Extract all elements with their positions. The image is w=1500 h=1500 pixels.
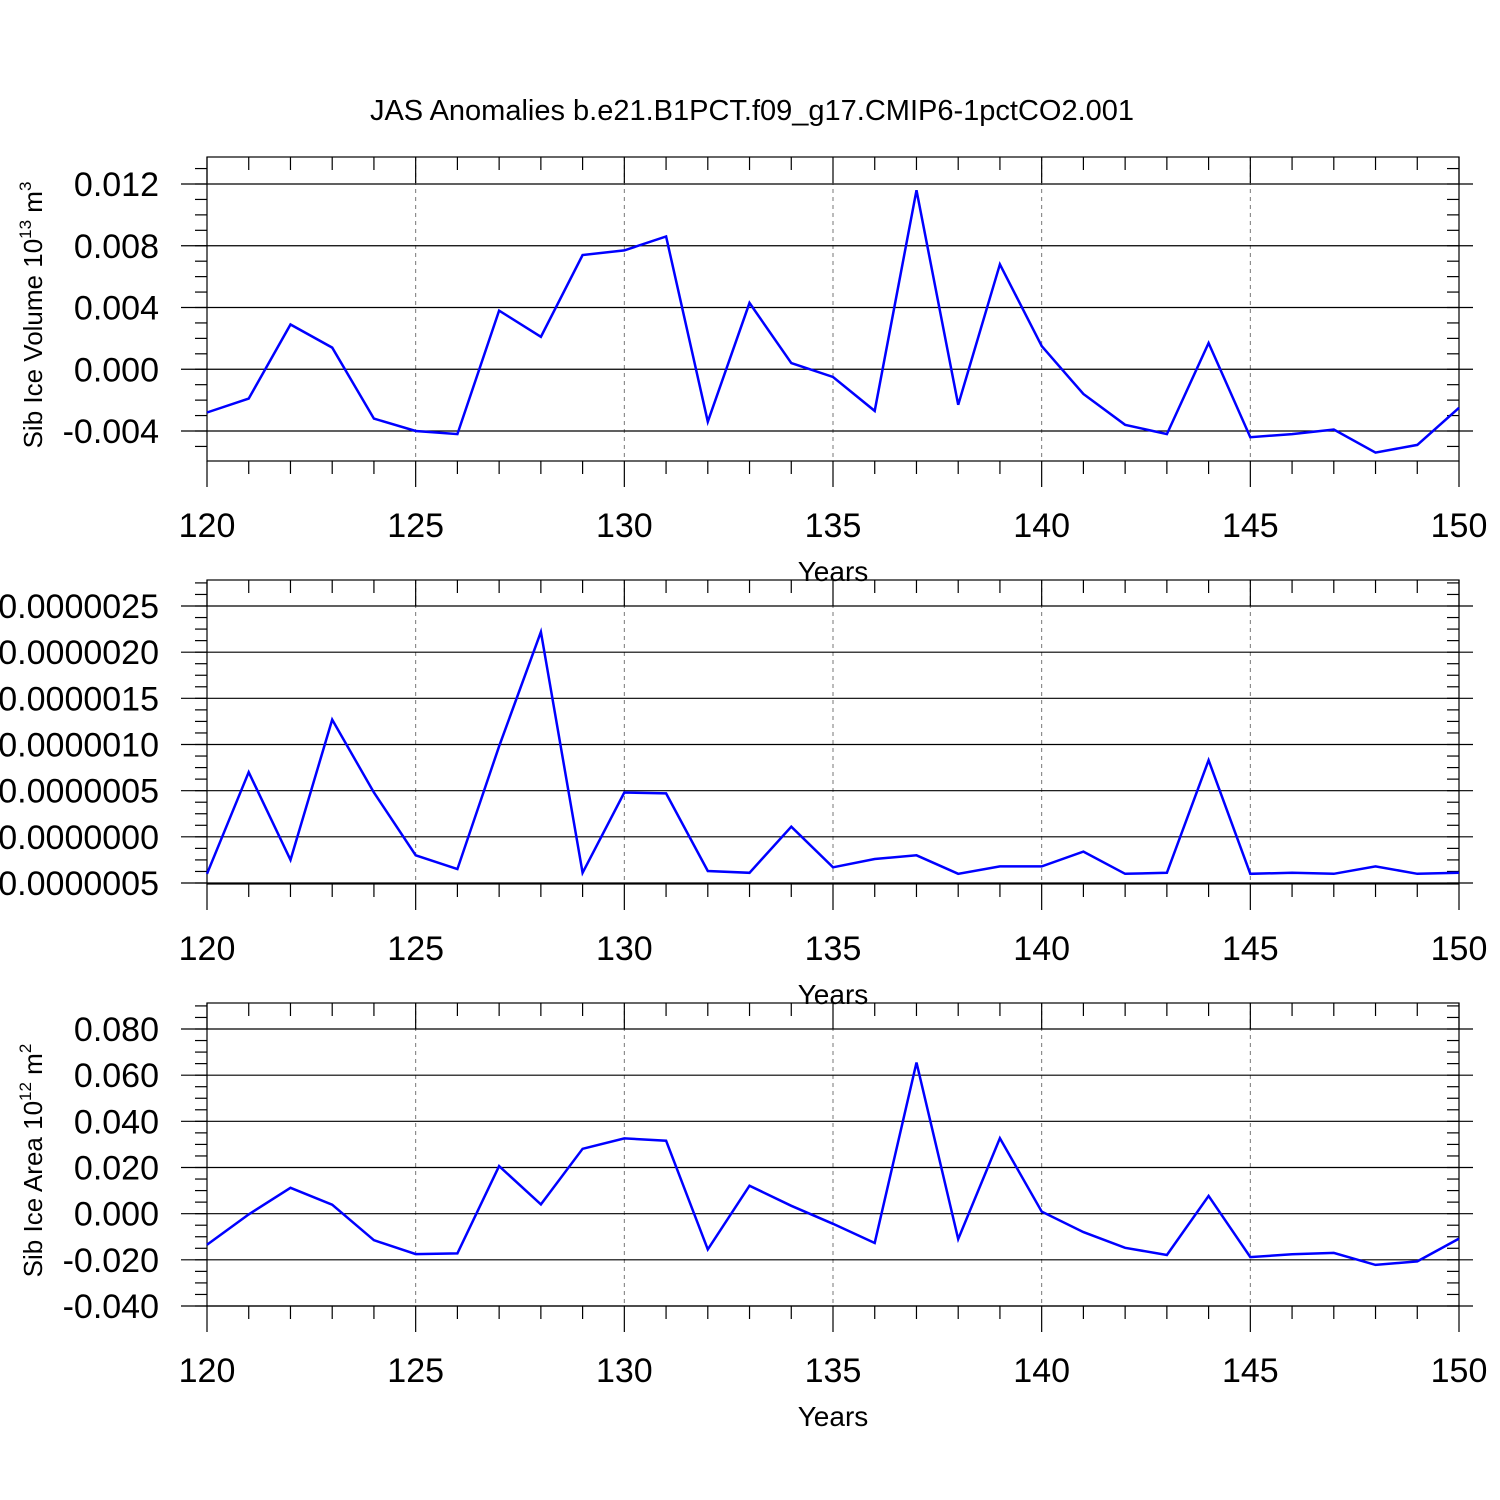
x-tick-label: 140 xyxy=(1013,1352,1070,1390)
y-tick-label: -0.040 xyxy=(63,1288,159,1326)
y-tick-label: 0.0000005 xyxy=(0,773,159,811)
y-tick-label: -0.004 xyxy=(63,413,159,451)
x-tick-label: 125 xyxy=(387,1352,444,1390)
y-tick-label: 0.0000010 xyxy=(0,727,159,765)
x-tick-label: 130 xyxy=(596,1352,653,1390)
x-tick-label: 150 xyxy=(1431,1352,1488,1390)
x-tick-label: 125 xyxy=(387,930,444,968)
x-tick-label: 140 xyxy=(1013,930,1070,968)
x-tick-label: 145 xyxy=(1222,930,1279,968)
x-tick-label: 150 xyxy=(1431,507,1488,545)
x-tick-label: 145 xyxy=(1222,507,1279,545)
y-tick-label: -0.0000005 xyxy=(0,865,159,903)
x-tick-label: 145 xyxy=(1222,1352,1279,1390)
y-tick-label: 0.0000000 xyxy=(0,819,159,857)
panel-3: -0.040 -0.020 0.000 0.020 0.040 0.060 0.080 120… xyxy=(16,1002,1488,1432)
y-tick-label: 0.008 xyxy=(74,228,159,266)
series-line-1 xyxy=(206,189,1460,454)
x-tick-label: 135 xyxy=(805,930,862,968)
y-axis-label: Sib Ice Area 1012 m2 xyxy=(16,1044,48,1278)
y-tick-label: -0.020 xyxy=(63,1242,159,1280)
y-tick-label: 0.060 xyxy=(74,1057,159,1095)
y-tick-label: 0.004 xyxy=(74,290,159,328)
x-tick-label: 130 xyxy=(596,507,653,545)
chart-title: JAS Anomalies b.e21.B1PCT.f09_g17.CMIP6-… xyxy=(370,95,1134,127)
y-tick-label: 0.000 xyxy=(74,1196,159,1234)
x-tick-label: 120 xyxy=(179,507,236,545)
y-tick-label: 0.020 xyxy=(74,1150,159,1188)
series-line-1 xyxy=(206,1062,1460,1267)
x-tick-label: 120 xyxy=(179,930,236,968)
x-axis-label: Years xyxy=(798,1401,869,1432)
series-line-1 xyxy=(205,627,1460,877)
y-tick-label: 0.012 xyxy=(74,166,159,204)
x-tick-label: 135 xyxy=(805,507,862,545)
x-tick-label: 150 xyxy=(1431,930,1488,968)
y-tick-label: 0.0000025 xyxy=(0,588,159,626)
x-tick-label: 140 xyxy=(1013,507,1070,545)
y-tick-label: 0.0000015 xyxy=(0,680,159,718)
x-tick-label: 135 xyxy=(805,1352,862,1390)
panels: -0.004 0.000 0.004 0.008 0.012 120 125 130 135 14… xyxy=(0,156,1488,1432)
y-axis-label: Sib Ice Volume 1013 m3 xyxy=(16,182,48,449)
x-tick-label: 120 xyxy=(179,1352,236,1390)
y-tick-label: 0.0000020 xyxy=(0,634,159,672)
y-tick-label: 0.000 xyxy=(74,351,159,389)
y-tick-label: 0.080 xyxy=(74,1011,159,1049)
x-tick-label: 130 xyxy=(596,930,653,968)
x-tick-label: 125 xyxy=(387,507,444,545)
panel-1: -0.004 0.000 0.004 0.008 0.012 120 125 130 135 14… xyxy=(16,156,1488,587)
panel-2: -0.0000005 0.0000000 0.0000005 0.0000010 0.0… xyxy=(0,579,1488,1010)
y-tick-label: 0.040 xyxy=(74,1103,159,1141)
